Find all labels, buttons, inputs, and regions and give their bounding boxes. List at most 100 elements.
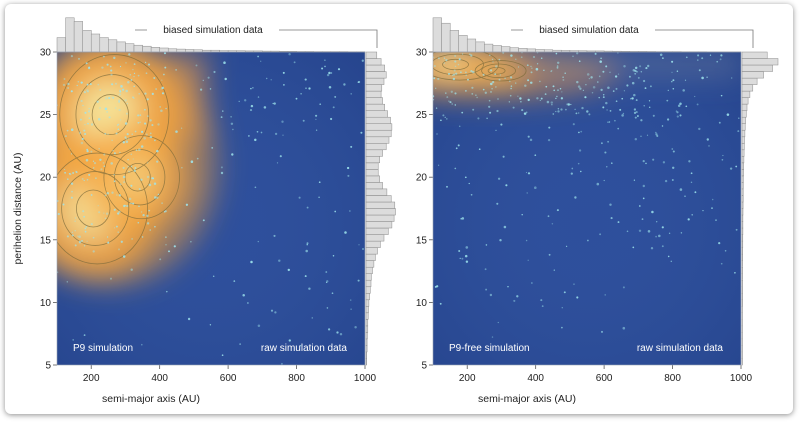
scatter-point <box>698 69 701 72</box>
right-hist-bar <box>365 325 369 333</box>
scatter-point <box>500 123 503 126</box>
right-hist-bar <box>741 156 745 164</box>
right-hist-bar <box>365 116 391 124</box>
scatter-point <box>130 202 132 205</box>
scatter-point <box>334 210 337 213</box>
scatter-point <box>57 199 59 203</box>
scatter-point <box>485 288 488 291</box>
x-tick-label: 1000 <box>354 373 377 384</box>
scatter-point <box>116 194 118 196</box>
scatter-point <box>635 99 638 102</box>
scatter-point <box>62 203 65 206</box>
scatter-point <box>106 63 109 66</box>
scatter-point <box>644 87 647 90</box>
top-hist-bar <box>475 41 485 53</box>
scatter-point <box>279 155 282 158</box>
scatter-point <box>497 98 499 100</box>
x-tick-label: 600 <box>596 373 613 384</box>
top-hist-bar <box>484 43 494 53</box>
scatter-point <box>622 112 625 115</box>
right-hist-bar <box>741 227 744 235</box>
scatter-point <box>97 117 101 121</box>
right-hist-bar <box>365 162 379 170</box>
scatter-point <box>154 139 156 142</box>
scatter-point <box>668 232 671 234</box>
scatter-point <box>344 231 347 234</box>
scatter-point <box>645 162 647 165</box>
scatter-point <box>324 65 326 68</box>
scatter-point <box>433 77 436 80</box>
scatter-point <box>157 123 160 126</box>
scatter-point <box>278 259 281 262</box>
scatter-point <box>149 119 152 122</box>
right-hist-bar <box>365 110 388 118</box>
scatter-point <box>132 202 135 205</box>
scatter-point <box>505 184 508 187</box>
scatter-point <box>533 56 535 58</box>
scatter-point <box>119 89 122 92</box>
scatter-point <box>133 85 136 88</box>
scatter-point <box>190 160 194 163</box>
scatter-point <box>140 130 144 134</box>
scatter-point <box>484 91 487 94</box>
scatter-point <box>679 114 682 117</box>
scatter-point <box>682 89 685 92</box>
scatter-point <box>547 215 550 218</box>
scatter-point <box>330 117 333 121</box>
scatter-point <box>630 98 632 100</box>
scatter-point <box>561 326 563 329</box>
scatter-point <box>685 105 688 108</box>
scatter-point <box>113 174 115 176</box>
top-hist-bar <box>150 47 160 53</box>
scatter-point <box>77 80 80 83</box>
scatter-point <box>103 55 105 58</box>
scatter-point <box>70 196 73 199</box>
right-hist-bar <box>741 195 744 203</box>
scatter-point <box>130 184 133 187</box>
right-hist-bar <box>365 90 382 98</box>
scatter-point <box>118 93 121 96</box>
scatter-point <box>57 212 60 216</box>
scatter-point <box>315 114 318 117</box>
scatter-point <box>495 86 497 88</box>
scatter-point <box>272 102 274 105</box>
scatter-point <box>436 285 439 288</box>
right-hist-bar <box>741 273 743 281</box>
scatter-point <box>140 145 144 148</box>
scatter-point <box>633 93 636 97</box>
right-hist-bar <box>741 149 745 157</box>
scatter-point <box>608 121 611 123</box>
scatter-point <box>260 131 263 134</box>
scatter-point <box>250 104 254 108</box>
scatter-point <box>576 52 579 55</box>
scatter-point <box>687 218 690 221</box>
scatter-point <box>661 125 664 127</box>
scatter-point <box>109 65 112 68</box>
scatter-point <box>468 53 471 56</box>
scatter-point <box>122 88 125 91</box>
scatter-point <box>631 97 634 100</box>
scatter-point <box>716 60 719 63</box>
scatter-point <box>560 97 564 100</box>
scatter-point <box>720 262 723 265</box>
figure-card: 200 400 600 800 1000 5 10 15 20 25 30 semi-major ax… <box>5 4 793 414</box>
scatter-point <box>640 71 643 73</box>
raw-data-label: raw simulation data <box>261 343 348 354</box>
scatter-point <box>470 70 473 73</box>
scatter-point <box>598 75 601 78</box>
scatter-point <box>609 203 612 206</box>
scatter-point <box>100 168 103 171</box>
scatter-point <box>325 271 328 273</box>
right-hist-bar <box>365 214 395 222</box>
scatter-point <box>586 110 589 113</box>
scatter-point <box>82 104 84 107</box>
right-hist-bar <box>365 234 385 242</box>
scatter-point <box>256 130 259 133</box>
scatter-point <box>677 104 681 108</box>
scatter-point <box>120 85 123 88</box>
scatter-point <box>141 236 144 238</box>
scatter-point <box>257 324 261 328</box>
scatter-point <box>230 116 232 118</box>
scatter-point <box>461 53 464 55</box>
x-tick-label: 600 <box>220 373 237 384</box>
